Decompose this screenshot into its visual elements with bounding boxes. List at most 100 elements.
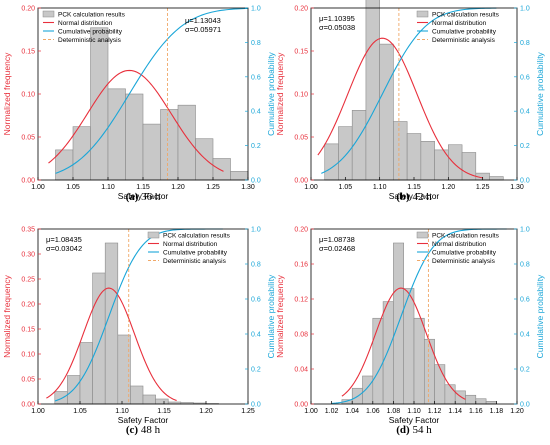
x-tick-label: 1.15 [136, 184, 150, 191]
y2-tick-label: 0.2 [251, 143, 261, 150]
y-tick-label: 0.16 [294, 262, 308, 269]
y2-tick-label: 0.6 [520, 297, 530, 304]
histogram-bar [338, 126, 353, 181]
sigma-annotation: σ=0.03042 [46, 244, 82, 253]
normal-distribution-line [48, 69, 224, 172]
cumulative-probability-line [321, 7, 497, 174]
y-axis-label: Normalized frequency [2, 52, 12, 135]
y2-tick-label: 0.8 [251, 262, 261, 269]
y-axis-label: Normalized frequency [2, 274, 12, 357]
y2-axis-label: Cumulative probability [266, 274, 276, 358]
y-tick-label: 0.00 [294, 402, 308, 409]
chart-panel-1: 1.00 1.05 1.10 1.15 1.20 1.25 1.30 0.00 0.05 0.10… [2, 6, 276, 204]
histogram-bar [351, 110, 367, 181]
y2-axis-label: Cumulative probability [266, 51, 276, 135]
legend-swatch-hist [416, 10, 429, 18]
x-axis-label: Safety Factor [389, 191, 440, 201]
mu-annotation: μ=1.08435 [46, 235, 82, 244]
legend-deterministic-label: Deterministic analysis [432, 37, 496, 44]
y-axis-label: Normalized frequency [275, 52, 285, 135]
x-tick-label: 1.25 [206, 184, 220, 191]
histogram-bar [155, 398, 169, 405]
x-tick-label: 1.04 [345, 408, 359, 415]
x-tick-label: 1.10 [115, 408, 129, 415]
histogram-bar [393, 121, 408, 181]
histogram-bar [365, 0, 380, 181]
histogram-bar [420, 141, 435, 181]
legend-hist-label: PCK calculation results [432, 233, 500, 240]
chart-panel-4: 1.00 1.02 1.04 1.06 1.08 1.10 1.12 1.14 1.16 1.18… [275, 227, 545, 437]
legend-cumulative-label: Cumulative probability [432, 250, 497, 257]
y-axis-label: Normalized frequency [275, 274, 285, 357]
histogram-bar [142, 123, 161, 181]
x-tick-label: 1.18 [490, 408, 504, 415]
legend-cumulative-label: Cumulative probability [432, 29, 497, 36]
y-tick-label: 0.04 [294, 367, 308, 374]
x-tick-label: 1.10 [101, 184, 115, 191]
y2-tick-label: 0.2 [520, 143, 530, 150]
histogram-bar [107, 88, 126, 181]
histogram-bar [379, 43, 394, 181]
mu-annotation: μ=1.08738 [319, 235, 355, 244]
legend-deterministic-label: Deterministic analysis [163, 258, 227, 265]
histogram-bar [142, 394, 156, 405]
y-tick-label: 0.00 [294, 178, 308, 185]
panel-letter: (a) [126, 191, 139, 203]
x-tick-label: 1.10 [407, 408, 421, 415]
y2-tick-label: 0.4 [251, 109, 261, 116]
histogram-bar [434, 364, 446, 405]
y2-tick-label: 0.8 [251, 40, 261, 47]
x-tick-label: 1.30 [510, 184, 524, 191]
y-tick-label: 0.20 [294, 6, 308, 13]
y-tick-label: 0.25 [21, 277, 35, 284]
sigma-annotation: σ=0.02468 [319, 244, 355, 253]
y2-tick-label: 1.0 [520, 227, 530, 234]
legend-deterministic-label: Deterministic analysis [58, 37, 122, 44]
legend-hist-label: PCK calculation results [163, 233, 231, 240]
histogram-bar [382, 301, 394, 405]
y-tick-label: 0.30 [21, 252, 35, 259]
y2-tick-label: 0.4 [520, 109, 530, 116]
legend-swatch-hist [147, 231, 160, 239]
y2-tick-label: 0.0 [520, 402, 530, 409]
x-tick-label: 1.10 [373, 184, 387, 191]
histogram-bar [125, 93, 144, 181]
panel-time: 42 h [410, 191, 433, 203]
panel-caption: (b) 42 h [396, 191, 432, 203]
histogram-bar [130, 385, 144, 405]
histogram-bar [465, 394, 477, 405]
x-tick-label: 1.20 [171, 184, 185, 191]
y-tick-label: 0.20 [21, 302, 35, 309]
x-axis-label: Safety Factor [118, 415, 169, 425]
y-tick-label: 0.00 [21, 402, 35, 409]
histogram-bar [489, 176, 504, 181]
histogram-bar [475, 398, 487, 405]
y2-tick-label: 0.2 [251, 367, 261, 374]
histogram-bar [423, 338, 435, 405]
histogram-bar [92, 272, 106, 405]
legend-hist-label: PCK calculation results [58, 12, 126, 19]
histogram-bar [324, 143, 339, 181]
x-tick-label: 1.00 [304, 184, 318, 191]
y-tick-label: 0.05 [21, 135, 35, 142]
legend-normal-label: Normal distribution [432, 20, 487, 27]
y2-axis-label: Cumulative probability [535, 274, 545, 358]
y2-tick-label: 1.0 [251, 6, 261, 13]
y2-tick-label: 0.2 [520, 367, 530, 374]
x-tick-label: 1.20 [510, 408, 524, 415]
panel-letter: (b) [396, 191, 410, 203]
legend-hist-label: PCK calculation results [432, 12, 500, 19]
y2-tick-label: 0.0 [251, 402, 261, 409]
legend-swatch-hist [416, 231, 429, 239]
y2-tick-label: 0.0 [251, 178, 261, 185]
x-tick-label: 1.14 [448, 408, 462, 415]
x-tick-label: 1.05 [339, 184, 353, 191]
y2-tick-label: 0.4 [520, 332, 530, 339]
histogram-bar [448, 144, 463, 181]
x-tick-label: 1.02 [325, 408, 339, 415]
x-tick-label: 1.12 [428, 408, 442, 415]
x-tick-label: 1.15 [157, 408, 171, 415]
y2-tick-label: 0.6 [251, 297, 261, 304]
y-tick-label: 0.10 [21, 92, 35, 99]
